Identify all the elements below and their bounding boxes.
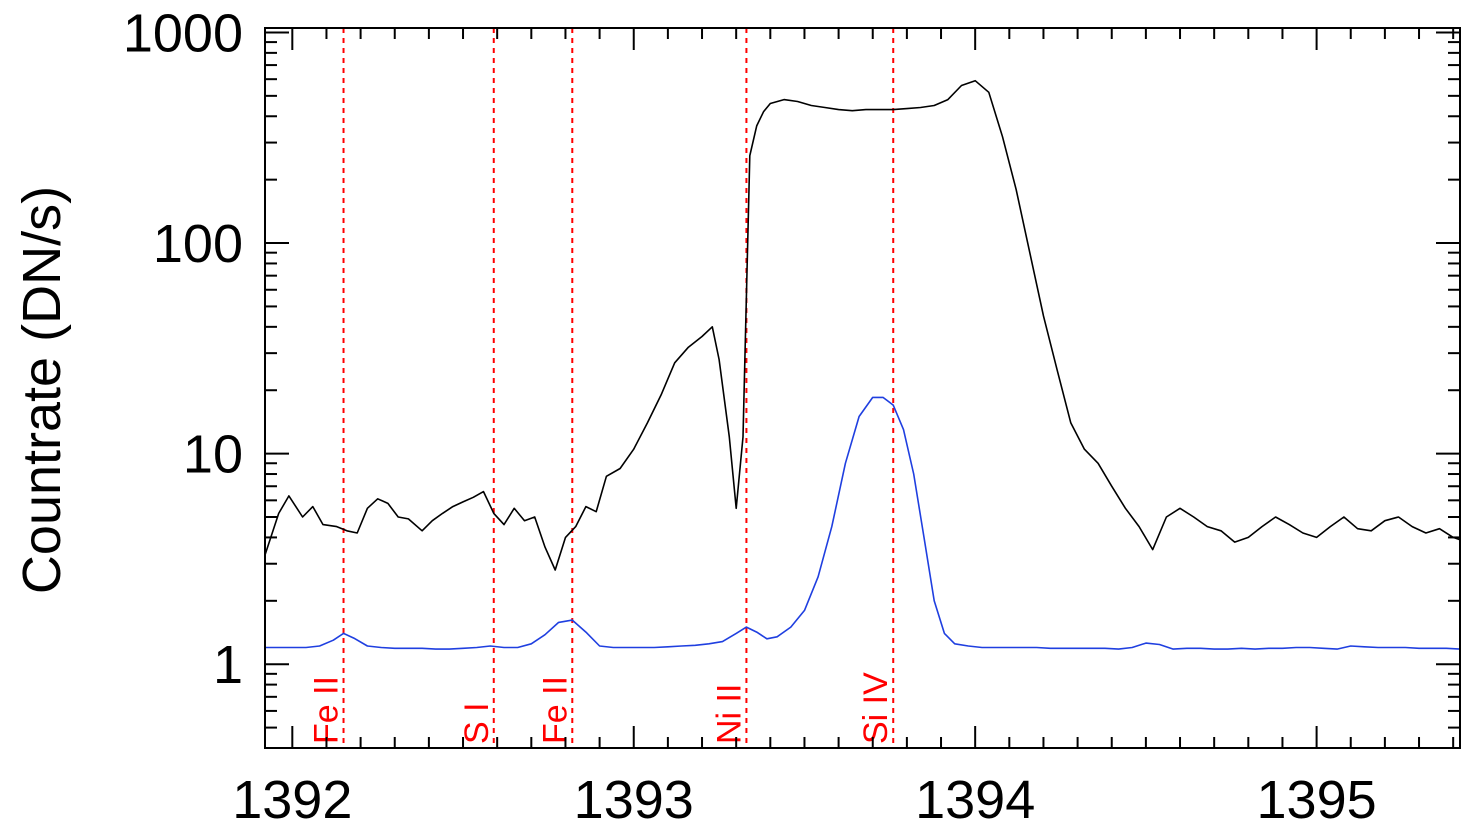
x-tick-label: 1392 bbox=[232, 770, 352, 830]
y-tick-label: 100 bbox=[153, 214, 243, 274]
series-line-2 bbox=[265, 396, 1461, 650]
axes: 1392 1393 1394 1395 1 10 100 1000 bbox=[123, 3, 1461, 830]
x-tick-label: 1393 bbox=[574, 770, 694, 830]
y-tick-label: 1000 bbox=[123, 3, 243, 63]
y-tick-label: 10 bbox=[183, 425, 243, 485]
reference-lines: Fe II S I Fe II Ni II Si IV bbox=[308, 28, 895, 748]
reference-line-label: Fe II bbox=[308, 676, 346, 744]
reference-line-label: S I bbox=[458, 702, 496, 744]
reference-line-label: Fe II bbox=[536, 676, 574, 744]
x-tick-label: 1395 bbox=[1257, 770, 1377, 830]
reference-line-label: Si IV bbox=[857, 672, 895, 744]
y-axis-title: Countrate (DN/s) bbox=[12, 186, 72, 594]
series-line-1 bbox=[264, 79, 1461, 571]
y-tick-label: 1 bbox=[213, 635, 243, 695]
x-tick-label: 1394 bbox=[915, 770, 1035, 830]
series-layer bbox=[264, 79, 1461, 650]
reference-line-label: Ni II bbox=[710, 684, 748, 744]
plot-frame bbox=[264, 27, 1461, 749]
